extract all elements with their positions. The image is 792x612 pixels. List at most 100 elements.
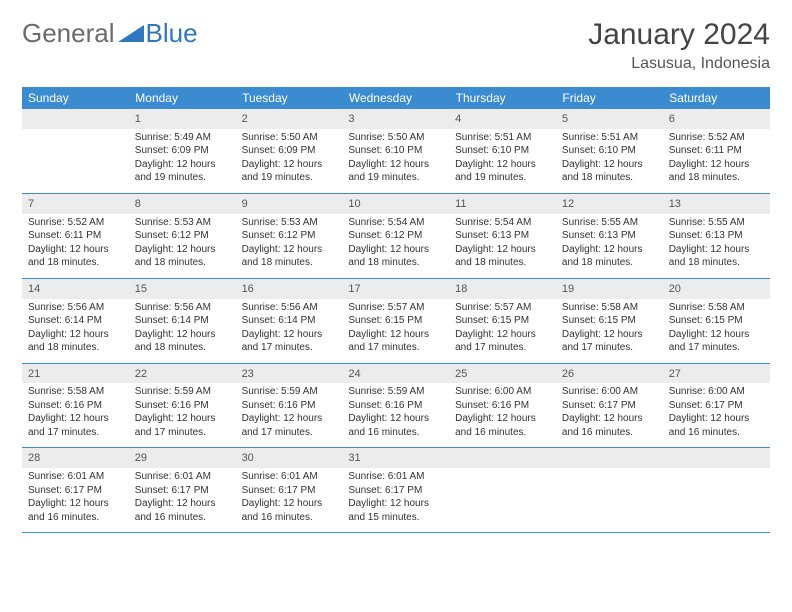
sunrise-text: Sunrise: 5:57 AM: [348, 301, 443, 315]
weekday-header: Wednesday: [342, 87, 449, 109]
sunset-text: Sunset: 6:15 PM: [455, 314, 550, 328]
month-title: January 2024: [588, 18, 770, 52]
sunrise-text: Sunrise: 5:57 AM: [455, 301, 550, 315]
sunrise-text: Sunrise: 5:55 AM: [562, 216, 657, 230]
day-detail-cell: Sunrise: 5:59 AMSunset: 6:16 PMDaylight:…: [129, 383, 236, 448]
day-number-cell: 30: [236, 448, 343, 468]
sunset-text: Sunset: 6:14 PM: [28, 314, 123, 328]
day-number-cell: 6: [663, 109, 770, 129]
daylight-text: Daylight: 12 hours and 19 minutes.: [455, 158, 550, 185]
sunrise-text: Sunrise: 5:59 AM: [348, 385, 443, 399]
sunrise-text: Sunrise: 5:52 AM: [669, 131, 764, 145]
day-detail-cell: Sunrise: 5:52 AMSunset: 6:11 PMDaylight:…: [22, 214, 129, 279]
daylight-text: Daylight: 12 hours and 18 minutes.: [135, 243, 230, 270]
day-number-cell: 11: [449, 193, 556, 213]
daylight-text: Daylight: 12 hours and 16 minutes.: [135, 497, 230, 524]
daylight-text: Daylight: 12 hours and 17 minutes.: [348, 328, 443, 355]
day-number-cell: 27: [663, 363, 770, 383]
sunrise-text: Sunrise: 5:50 AM: [348, 131, 443, 145]
sunset-text: Sunset: 6:17 PM: [348, 484, 443, 498]
sunset-text: Sunset: 6:12 PM: [135, 229, 230, 243]
day-detail-cell: Sunrise: 5:59 AMSunset: 6:16 PMDaylight:…: [342, 383, 449, 448]
sunset-text: Sunset: 6:17 PM: [242, 484, 337, 498]
day-number-row: 78910111213: [22, 193, 770, 213]
daylight-text: Daylight: 12 hours and 19 minutes.: [135, 158, 230, 185]
daylight-text: Daylight: 12 hours and 18 minutes.: [135, 328, 230, 355]
sunset-text: Sunset: 6:12 PM: [348, 229, 443, 243]
day-number-cell: 25: [449, 363, 556, 383]
day-detail-cell: Sunrise: 6:01 AMSunset: 6:17 PMDaylight:…: [236, 468, 343, 533]
daylight-text: Daylight: 12 hours and 16 minutes.: [455, 412, 550, 439]
day-detail-cell: Sunrise: 5:58 AMSunset: 6:15 PMDaylight:…: [663, 299, 770, 364]
sunrise-text: Sunrise: 5:51 AM: [562, 131, 657, 145]
weekday-header: Tuesday: [236, 87, 343, 109]
day-detail-row: Sunrise: 5:52 AMSunset: 6:11 PMDaylight:…: [22, 214, 770, 279]
sunset-text: Sunset: 6:12 PM: [242, 229, 337, 243]
daylight-text: Daylight: 12 hours and 16 minutes.: [348, 412, 443, 439]
sunset-text: Sunset: 6:16 PM: [242, 399, 337, 413]
sunrise-text: Sunrise: 5:52 AM: [28, 216, 123, 230]
day-number-cell: 12: [556, 193, 663, 213]
day-number-cell: 28: [22, 448, 129, 468]
sunset-text: Sunset: 6:15 PM: [669, 314, 764, 328]
sunset-text: Sunset: 6:17 PM: [28, 484, 123, 498]
sunset-text: Sunset: 6:11 PM: [669, 144, 764, 158]
sunrise-text: Sunrise: 5:54 AM: [348, 216, 443, 230]
day-number-cell: 4: [449, 109, 556, 129]
day-number-cell: 22: [129, 363, 236, 383]
logo: General Blue: [22, 18, 198, 49]
header: General Blue January 2024 Lasusua, Indon…: [22, 18, 770, 73]
day-number-cell: [449, 448, 556, 468]
day-detail-cell: Sunrise: 5:57 AMSunset: 6:15 PMDaylight:…: [342, 299, 449, 364]
sunrise-text: Sunrise: 5:56 AM: [28, 301, 123, 315]
sunrise-text: Sunrise: 5:55 AM: [669, 216, 764, 230]
sunset-text: Sunset: 6:14 PM: [242, 314, 337, 328]
logo-text-general: General: [22, 18, 115, 49]
sunrise-text: Sunrise: 5:54 AM: [455, 216, 550, 230]
day-number-cell: 2: [236, 109, 343, 129]
day-detail-cell: [449, 468, 556, 533]
day-detail-cell: Sunrise: 6:00 AMSunset: 6:16 PMDaylight:…: [449, 383, 556, 448]
sunset-text: Sunset: 6:17 PM: [669, 399, 764, 413]
day-number-cell: [663, 448, 770, 468]
day-detail-cell: Sunrise: 5:57 AMSunset: 6:15 PMDaylight:…: [449, 299, 556, 364]
day-detail-row: Sunrise: 5:58 AMSunset: 6:16 PMDaylight:…: [22, 383, 770, 448]
daylight-text: Daylight: 12 hours and 18 minutes.: [242, 243, 337, 270]
day-detail-cell: Sunrise: 5:56 AMSunset: 6:14 PMDaylight:…: [236, 299, 343, 364]
day-number-cell: 3: [342, 109, 449, 129]
day-number-cell: 13: [663, 193, 770, 213]
sunrise-text: Sunrise: 6:00 AM: [455, 385, 550, 399]
daylight-text: Daylight: 12 hours and 17 minutes.: [242, 328, 337, 355]
weekday-header: Saturday: [663, 87, 770, 109]
sunrise-text: Sunrise: 6:00 AM: [562, 385, 657, 399]
daylight-text: Daylight: 12 hours and 19 minutes.: [242, 158, 337, 185]
day-detail-cell: Sunrise: 5:53 AMSunset: 6:12 PMDaylight:…: [236, 214, 343, 279]
sunset-text: Sunset: 6:10 PM: [455, 144, 550, 158]
sunset-text: Sunset: 6:10 PM: [348, 144, 443, 158]
sunset-text: Sunset: 6:13 PM: [669, 229, 764, 243]
day-number-cell: 31: [342, 448, 449, 468]
day-detail-cell: Sunrise: 5:55 AMSunset: 6:13 PMDaylight:…: [663, 214, 770, 279]
sunrise-text: Sunrise: 5:56 AM: [135, 301, 230, 315]
sunrise-text: Sunrise: 5:51 AM: [455, 131, 550, 145]
day-detail-cell: Sunrise: 6:01 AMSunset: 6:17 PMDaylight:…: [342, 468, 449, 533]
day-number-cell: 1: [129, 109, 236, 129]
day-detail-cell: Sunrise: 5:50 AMSunset: 6:09 PMDaylight:…: [236, 129, 343, 194]
daylight-text: Daylight: 12 hours and 17 minutes.: [135, 412, 230, 439]
day-detail-cell: Sunrise: 5:59 AMSunset: 6:16 PMDaylight:…: [236, 383, 343, 448]
day-detail-cell: Sunrise: 6:01 AMSunset: 6:17 PMDaylight:…: [22, 468, 129, 533]
daylight-text: Daylight: 12 hours and 16 minutes.: [669, 412, 764, 439]
title-block: January 2024 Lasusua, Indonesia: [588, 18, 770, 73]
daylight-text: Daylight: 12 hours and 17 minutes.: [669, 328, 764, 355]
daylight-text: Daylight: 12 hours and 18 minutes.: [455, 243, 550, 270]
day-number-row: 21222324252627: [22, 363, 770, 383]
calendar-body: 123456 Sunrise: 5:49 AMSunset: 6:09 PMDa…: [22, 109, 770, 533]
day-detail-cell: Sunrise: 6:00 AMSunset: 6:17 PMDaylight:…: [663, 383, 770, 448]
daylight-text: Daylight: 12 hours and 18 minutes.: [28, 328, 123, 355]
day-number-cell: 9: [236, 193, 343, 213]
sunset-text: Sunset: 6:10 PM: [562, 144, 657, 158]
day-detail-row: Sunrise: 5:49 AMSunset: 6:09 PMDaylight:…: [22, 129, 770, 194]
day-number-cell: [556, 448, 663, 468]
sunset-text: Sunset: 6:15 PM: [562, 314, 657, 328]
daylight-text: Daylight: 12 hours and 18 minutes.: [348, 243, 443, 270]
